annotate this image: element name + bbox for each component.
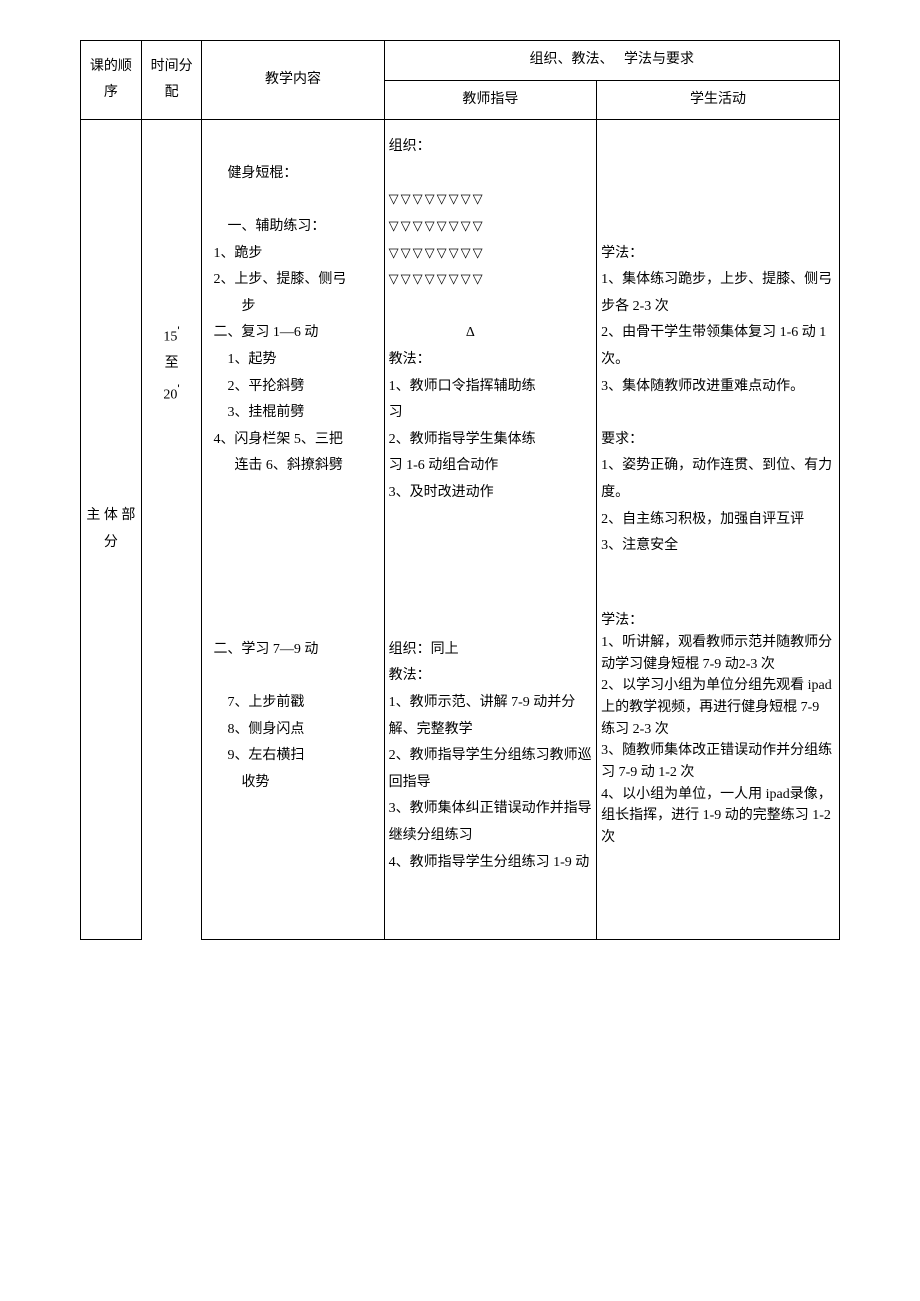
teacher-m1: 1、教师口令指挥辅助练 xyxy=(389,379,536,394)
student-s1: 1、集体练习跪步，上步、提膝、侧弓步各 2-3 次 xyxy=(601,272,832,314)
content2-end: 收势 xyxy=(206,770,379,797)
hdr-methods-span: 组织、教法、 学法与要求 xyxy=(384,41,839,81)
student-r1: 1、姿势正确，动作连贯、到位、有力度。 xyxy=(601,458,832,500)
teacher2-meth: 教法： xyxy=(389,668,431,683)
time-b: 20 xyxy=(163,388,177,403)
time-a-apos: ' xyxy=(177,324,179,338)
time-mid: 至 xyxy=(165,356,179,371)
teacher-meth: 教法： xyxy=(389,352,431,367)
hdr-teacher: 教师指导 xyxy=(384,80,597,120)
cell-time: 15' 至 20' xyxy=(141,120,202,940)
tri-row-2: ▽▽▽▽▽▽▽▽ xyxy=(389,218,485,233)
teacher2-m3: 3、教师集体纠正错误动作并指导继续分组练习 xyxy=(389,801,592,843)
content-aux-2b: 步 xyxy=(206,294,379,321)
teacher-delta: Δ xyxy=(389,320,593,347)
cell-student-1: 学法： 1、集体练习跪步，上步、提膝、侧弓步各 2-3 次 2、由骨干学生带领集… xyxy=(597,120,840,597)
content-aux-1: 1、跪步 xyxy=(206,246,262,261)
hdr-methods-text2: 学法与要求 xyxy=(624,52,694,67)
cell-content-1: 健身短棍： 一、辅助练习： 1、跪步 2、上步、提膝、侧弓 步 二、复习 1—6… xyxy=(202,120,384,597)
content-title: 健身短棍： xyxy=(206,161,379,188)
content-rev-4: 4、闪身栏架 5、三把 xyxy=(206,432,343,447)
cell-sequence: 主 体 部分 xyxy=(81,120,142,940)
hdr-sequence: 课的顺序 xyxy=(81,41,142,120)
teacher2-m1: 1、教师示范、讲解 7-9 动并分解、完整教学 xyxy=(389,695,576,737)
cell-content-2: 二、学习 7—9 动 7、上步前戳 8、侧身闪点 9、左右横扫 收势 xyxy=(202,596,384,940)
teacher-m2: 2、教师指导学生集体练 xyxy=(389,432,536,447)
content-rev-3: 3、挂棍前劈 xyxy=(206,400,379,427)
tri-row-3: ▽▽▽▽▽▽▽▽ xyxy=(389,245,485,260)
tri-row-1: ▽▽▽▽▽▽▽▽ xyxy=(389,191,485,206)
time-a: 15 xyxy=(163,330,177,345)
student-req: 要求： xyxy=(601,432,643,447)
teacher-m2b: 习 1-6 动组合动作 xyxy=(389,458,499,473)
content2-l9: 9、左右横扫 xyxy=(206,743,379,770)
teacher-m3: 3、及时改进动作 xyxy=(389,485,494,500)
teacher-m1b: 习 xyxy=(389,405,403,420)
hdr-student: 学生活动 xyxy=(597,80,840,120)
student-meth: 学法： xyxy=(601,246,643,261)
teacher2-org: 组织：同上 xyxy=(389,642,459,657)
student-s3: 3、集体随教师改进重难点动作。 xyxy=(601,379,804,394)
content-rev-5: 连击 6、斜撩斜劈 xyxy=(206,453,379,480)
cell-teacher-1: 组织： ▽▽▽▽▽▽▽▽ ▽▽▽▽▽▽▽▽ ▽▽▽▽▽▽▽▽ ▽▽▽▽▽▽▽▽ … xyxy=(384,120,597,597)
hdr-time: 时间分配 xyxy=(141,41,202,120)
teacher2-m4: 4、教师指导学生分组练习 1-9 动 xyxy=(389,855,590,870)
content-rev-2: 2、平抡斜劈 xyxy=(206,374,379,401)
student2-s1: 1、听讲解，观看教师示范并随教师分动学习健身短棍 7-9 动2-3 次 xyxy=(601,635,832,672)
content2-title: 二、学习 7—9 动 xyxy=(206,642,318,657)
time-b-apos: ' xyxy=(177,382,179,396)
student2-meth: 学法： xyxy=(601,613,643,628)
cell-teacher-2: 组织：同上 教法： 1、教师示范、讲解 7-9 动并分解、完整教学 2、教师指导… xyxy=(384,596,597,940)
student-r2: 2、自主练习积极，加强自评互评 xyxy=(601,512,804,527)
student-s2: 2、由骨干学生带领集体复习 1-6 动 1 次。 xyxy=(601,325,826,367)
teacher-org: 组织： xyxy=(389,139,431,154)
teacher2-m2: 2、教师指导学生分组练习教师巡回指导 xyxy=(389,748,592,790)
content-rev-1: 1、起势 xyxy=(206,347,379,374)
content-rev-title: 二、复习 1—6 动 xyxy=(206,325,318,340)
hdr-methods-text1: 组织、教法、 xyxy=(530,52,614,67)
header-row-1: 课的顺序 时间分配 教学内容 组织、教法、 学法与要求 xyxy=(81,41,840,81)
content-aux-2: 2、上步、提膝、侧弓 xyxy=(206,272,346,287)
content2-l8: 8、侧身闪点 xyxy=(206,717,379,744)
lesson-plan-table: 课的顺序 时间分配 教学内容 组织、教法、 学法与要求 教师指导 学生活动 主 … xyxy=(80,40,840,940)
student2-s2: 2、以学习小组为单位分组先观看 ipad 上的教学视频，再进行健身短棍 7-9 … xyxy=(601,678,832,736)
content2-l7: 7、上步前戳 xyxy=(206,690,379,717)
cell-student-2: 学法： 1、听讲解，观看教师示范并随教师分动学习健身短棍 7-9 动2-3 次 … xyxy=(597,596,840,940)
body-row-1: 主 体 部分 15' 至 20' 健身短棍： 一、辅助练习： 1、跪步 2、上步… xyxy=(81,120,840,597)
student-r3: 3、注意安全 xyxy=(601,538,678,553)
student2-s3: 3、随教师集体改正错误动作并分组练习 7-9 动 1-2 次 xyxy=(601,743,832,780)
content-aux-title: 一、辅助练习： xyxy=(206,214,379,241)
tri-row-4: ▽▽▽▽▽▽▽▽ xyxy=(389,271,485,286)
student2-s4: 4、以小组为单位，一人用 ipad录像，组长指挥，进行 1-9 动的完整练习 1… xyxy=(601,787,832,845)
hdr-content: 教学内容 xyxy=(202,41,384,120)
